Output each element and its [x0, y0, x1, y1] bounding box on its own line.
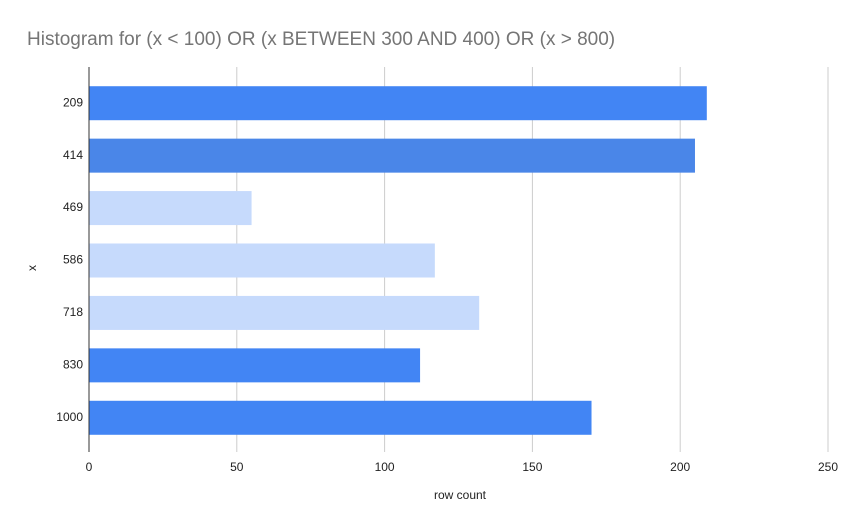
x-axis-title: row count [434, 488, 487, 502]
bar [89, 86, 707, 121]
x-tick-label: 200 [670, 460, 690, 474]
x-tick-label: 0 [86, 460, 93, 474]
bar [89, 295, 480, 330]
y-tick-label: 586 [63, 253, 83, 267]
bar [89, 191, 252, 226]
bar [89, 243, 435, 278]
x-tick-label: 250 [818, 460, 838, 474]
y-tick-label: 718 [63, 305, 83, 319]
bar [89, 400, 592, 435]
x-tick-label: 150 [522, 460, 542, 474]
x-tick-label: 100 [375, 460, 395, 474]
y-tick-label: 469 [63, 200, 83, 214]
x-tick-label: 50 [230, 460, 244, 474]
bar [89, 138, 695, 173]
y-tick-label: 1000 [56, 410, 83, 424]
chart-title: Histogram for (x < 100) OR (x BETWEEN 30… [27, 29, 615, 50]
y-tick-label: 830 [63, 358, 83, 372]
y-tick-label: 414 [63, 148, 83, 162]
y-axis-title: x [25, 265, 39, 271]
y-tick-label: 209 [63, 95, 83, 109]
bar [89, 348, 421, 383]
